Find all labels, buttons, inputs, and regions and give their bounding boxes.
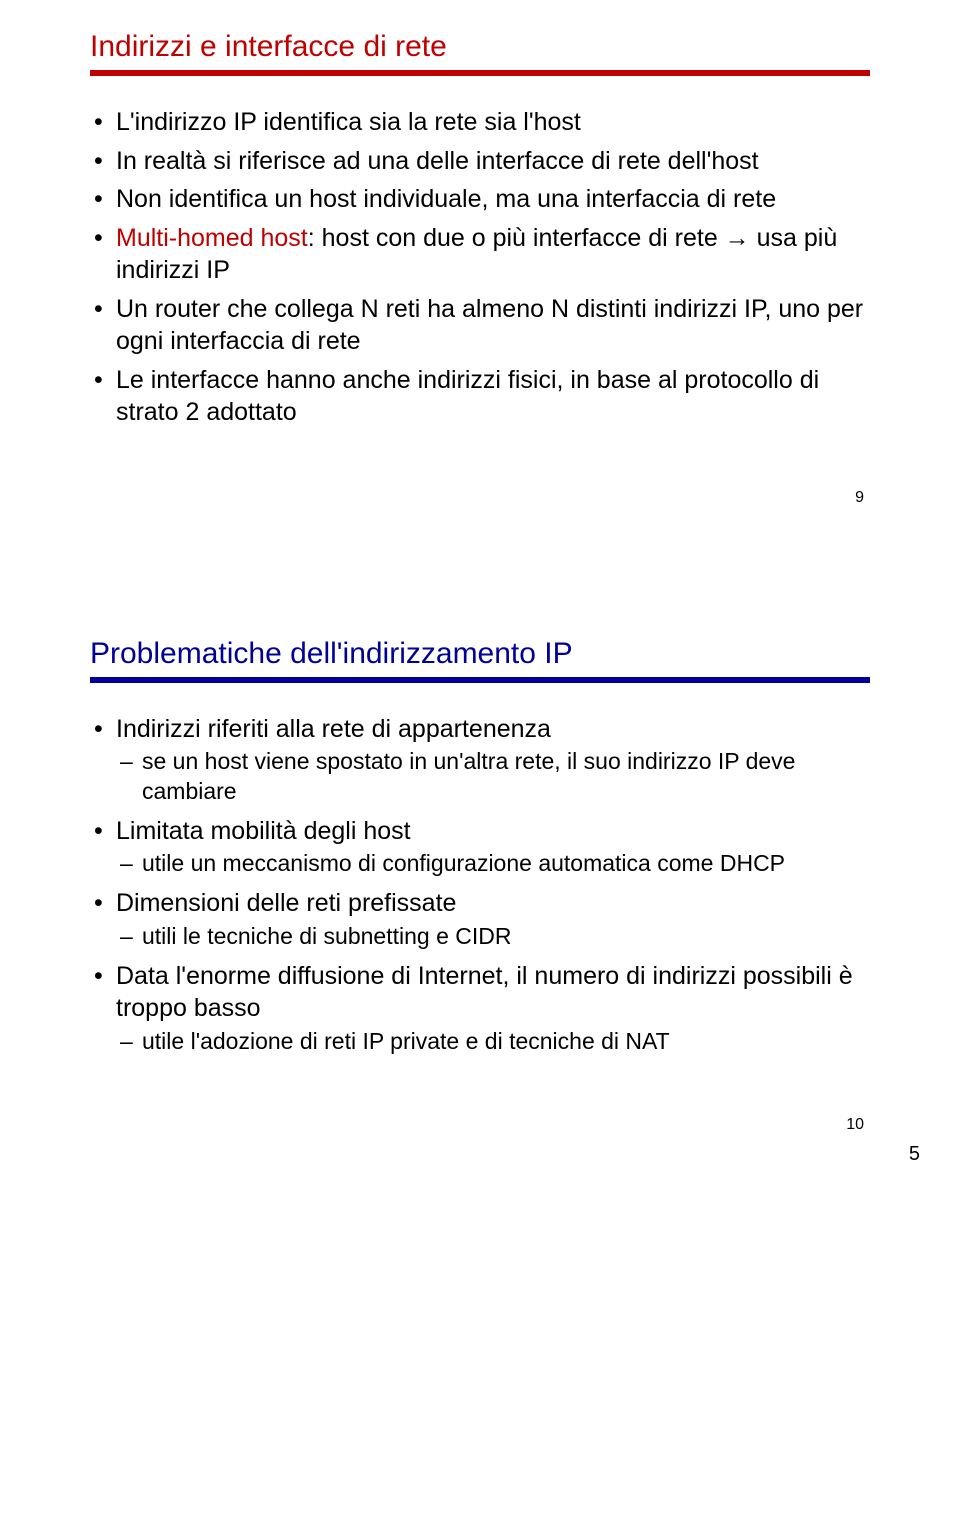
slide1-b1: L'indirizzo IP identifica sia la rete si… xyxy=(90,106,870,139)
slide1-b2: In realtà si riferisce ad una delle inte… xyxy=(90,145,870,178)
slide2-b2-text: Limitata mobilità degli host xyxy=(116,817,411,845)
slide2-rule xyxy=(90,677,870,683)
slide1-b3: Non identifica un host individuale, ma u… xyxy=(90,183,870,216)
slide1-number: 9 xyxy=(90,489,870,507)
slide1-b6: Le interfacce hanno anche indirizzi fisi… xyxy=(90,364,870,429)
slide1-b4: Multi-homed host: host con due o più int… xyxy=(90,222,870,287)
slide2-b4: Data l'enorme diffusione di Internet, il… xyxy=(90,960,870,1057)
slide2-b1-s1: se un host viene spostato in un'altra re… xyxy=(116,747,870,807)
slide2-b4-s1: utile l'adozione di reti IP private e di… xyxy=(116,1027,870,1057)
slide2-b3-s1: utili le tecniche di subnetting e CIDR xyxy=(116,922,870,952)
slide2-title: Problematiche dell'indirizzamento IP xyxy=(90,637,870,671)
slide-2: Problematiche dell'indirizzamento IP Ind… xyxy=(90,637,870,1135)
slide2-b4-text: Data l'enorme diffusione di Internet, il… xyxy=(116,962,853,1023)
slide2-number: 10 xyxy=(90,1116,870,1134)
slide1-b4-term: Multi-homed host xyxy=(116,224,308,252)
page-container: Indirizzi e interfacce di rete L'indiriz… xyxy=(0,0,960,1184)
slide2-b3-text: Dimensioni delle reti prefissate xyxy=(116,889,456,917)
slide2-b3-sub: utili le tecniche di subnetting e CIDR xyxy=(116,922,870,952)
slide2-b3: Dimensioni delle reti prefissate utili l… xyxy=(90,887,870,951)
slide2-bullets: Indirizzi riferiti alla rete di apparten… xyxy=(90,713,870,1057)
slide2-b2: Limitata mobilità degli host utile un me… xyxy=(90,815,870,879)
slide1-bullets: L'indirizzo IP identifica sia la rete si… xyxy=(90,106,870,429)
slide2-b2-s1: utile un meccanismo di configurazione au… xyxy=(116,849,870,879)
slide1-b5: Un router che collega N reti ha almeno N… xyxy=(90,293,870,358)
slide-1: Indirizzi e interfacce di rete L'indiriz… xyxy=(90,30,870,507)
slide2-b1: Indirizzi riferiti alla rete di apparten… xyxy=(90,713,870,807)
slide1-rule xyxy=(90,70,870,76)
slide2-b4-sub: utile l'adozione di reti IP private e di… xyxy=(116,1027,870,1057)
slide2-b1-sub: se un host viene spostato in un'altra re… xyxy=(116,747,870,807)
arrow-icon: → xyxy=(725,224,750,252)
slide1-title: Indirizzi e interfacce di rete xyxy=(90,30,870,64)
slide1-b4-rest: : host con due o più interfacce di rete xyxy=(308,224,725,252)
slide2-b2-sub: utile un meccanismo di configurazione au… xyxy=(116,849,870,879)
slide2-b1-text: Indirizzi riferiti alla rete di apparten… xyxy=(116,715,551,743)
page-number: 5 xyxy=(909,1143,920,1166)
